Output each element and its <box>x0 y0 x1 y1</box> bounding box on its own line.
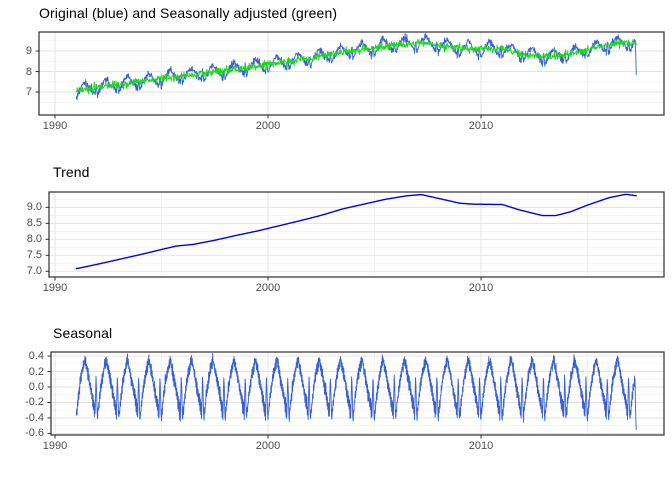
series-seasonally-adjusted <box>75 38 637 95</box>
y-tick-label: 9.0 <box>26 201 42 214</box>
gridlines <box>49 192 664 277</box>
y-tick-label: 9 <box>25 45 32 58</box>
y-tick-label: -0.4 <box>25 411 44 424</box>
x-tick-label: 2010 <box>468 282 494 294</box>
y-tick-label: 8 <box>25 65 32 78</box>
y-tick-label: 7 <box>25 86 32 99</box>
tick-marks <box>45 206 482 281</box>
y-tick-label: -0.6 <box>25 427 44 440</box>
panel-original-vs-adjusted <box>35 31 665 119</box>
x-tick-label: 1990 <box>42 120 68 132</box>
panel-seasonal <box>47 351 665 439</box>
panel-border <box>50 351 665 436</box>
panel-title-trend: Trend <box>53 164 90 180</box>
tick-marks <box>47 355 482 439</box>
x-tick-label: 1990 <box>42 282 68 294</box>
panel-border <box>48 191 665 278</box>
panel-border <box>38 31 665 116</box>
panel-trend <box>45 191 665 281</box>
series-trend <box>75 193 637 270</box>
y-tick-label: 0.2 <box>28 365 44 378</box>
x-tick-label: 2010 <box>468 120 494 132</box>
tick-marks <box>35 50 482 119</box>
panel-title-original: Original (blue) and Seasonally adjusted … <box>39 5 338 21</box>
x-tick-label: 2000 <box>255 120 281 132</box>
y-tick-label: 0.4 <box>28 350 44 363</box>
x-tick-label: 2000 <box>255 282 281 294</box>
y-tick-label: 7.0 <box>26 265 42 278</box>
y-tick-label: 8.5 <box>26 217 42 230</box>
series-seasonal <box>75 352 637 431</box>
y-tick-label: 7.5 <box>26 249 42 262</box>
y-tick-label: 0.0 <box>28 380 44 393</box>
y-tick-label: 8.0 <box>26 233 42 246</box>
panel-title-seasonal: Seasonal <box>53 325 113 341</box>
x-tick-label: 1990 <box>42 440 68 452</box>
x-tick-label: 2010 <box>468 440 494 452</box>
x-tick-label: 2000 <box>255 440 281 452</box>
y-tick-label: -0.2 <box>25 396 44 409</box>
gridlines <box>51 352 664 435</box>
